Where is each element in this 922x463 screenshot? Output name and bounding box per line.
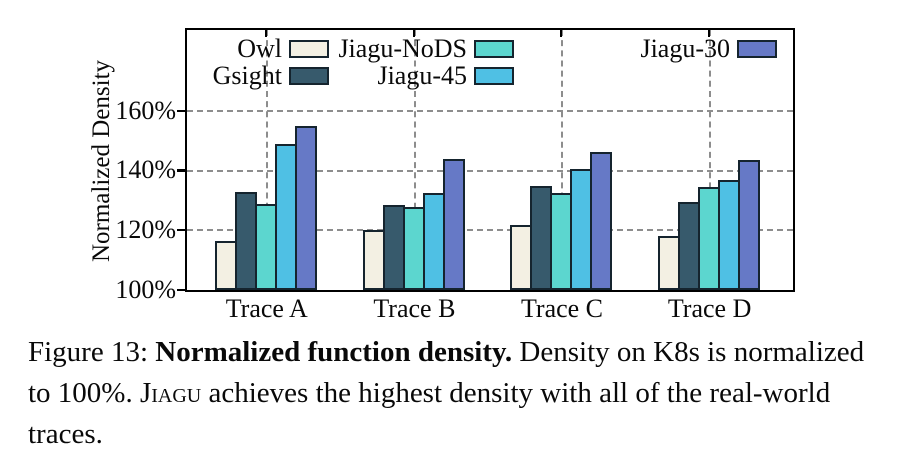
y-tick-label-120: 120% [115,214,176,244]
caption-bold-title: Normalized function density. [155,336,513,368]
gridline-trace-d [709,30,712,290]
bar-owl-trace-d [658,236,681,290]
legend-label-owl: Owl [237,34,282,63]
bar-gsight-trace-b [382,205,405,290]
legend-label-jiagu-nods: Jiagu-NoDS [338,34,467,63]
gridline-140 [187,169,793,172]
bar-jiagu-45-trace-b [422,193,445,290]
y-tick-label-100: 100% [115,274,176,304]
caption-text-suffix: achieves the highest density with all of… [28,377,831,450]
caption-figure-label: Figure 13: [28,336,156,368]
y-tick-mark-160 [177,109,185,113]
bar-jiagu-30-trace-b [442,159,465,290]
bar-gsight-trace-c [530,186,553,290]
gridline-trace-a [266,30,269,290]
caption-jiagu-smallcaps: Jiagu [139,377,202,409]
bar-jiagu-30-trace-d [738,160,761,290]
gridline-trace-b [413,30,416,290]
bar-jiagu-45-trace-a [275,144,298,290]
gridline-160 [187,110,793,113]
y-tick-label-140: 140% [115,155,176,185]
legend-label-jiagu-45: Jiagu-45 [377,61,467,90]
gridline-trace-c [561,30,564,290]
bar-jiagu-nods-trace-a [255,204,278,290]
y-tick-mark-100 [177,288,185,291]
bar-jiagu-nods-trace-c [550,193,573,290]
bar-group-trace-c [510,152,613,290]
bar-jiagu-30-trace-c [590,152,613,290]
bar-owl-trace-b [362,230,385,290]
legend-swatch-owl [289,40,329,58]
bar-jiagu-nods-trace-b [402,207,425,290]
legend-item-jiagu-45: Jiagu-45 [327,62,514,90]
tick-top-trace-d [708,30,711,37]
legend-item-gsight: Gsight [187,62,329,90]
legend-swatch-jiagu-30 [737,40,777,58]
figure-caption: Figure 13: Normalized function density. … [28,332,890,455]
plot-area: Owl Jiagu-NoDS Jiagu-30 Gsight Jiagu-45 [185,28,795,292]
gridline-120 [187,229,793,232]
tick-top-trace-c [560,30,563,37]
caption-text-middle: Density on K8s is normalized to 100%. [28,336,865,409]
legend-swatch-jiagu-nods [474,40,514,58]
bar-gsight-trace-d [678,202,701,290]
tick-top-trace-a [265,30,268,37]
x-tick-label-trace-a: Trace A [225,294,308,323]
x-tick-label-trace-d: Trace D [667,294,752,323]
legend-label-gsight: Gsight [212,61,282,90]
normalized-density-bar-chart: Normalized Density 100% 120% 140% 160% Owl J… [88,28,795,323]
y-tick-mark-120 [177,228,185,232]
bar-group-trace-a [215,126,318,290]
legend-label-jiagu-30: Jiagu-30 [640,34,730,63]
legend-item-owl: Owl [187,35,329,63]
x-tick-label-trace-b: Trace B [373,294,456,323]
legend-item-jiagu-nods: Jiagu-NoDS [327,35,514,63]
bar-owl-trace-a [215,241,238,290]
legend-swatch-jiagu-45 [474,67,514,85]
y-tick-label-160: 160% [115,95,176,125]
tick-top-trace-b [412,30,415,37]
x-tick-label-trace-c: Trace C [520,294,604,323]
bar-owl-trace-c [510,225,533,290]
bar-group-trace-b [362,159,465,290]
bar-jiagu-45-trace-c [570,169,593,290]
bar-gsight-trace-a [235,192,258,290]
bar-jiagu-45-trace-d [718,180,741,290]
y-tick-mark-140 [177,169,185,172]
bar-group-trace-d [658,160,761,290]
bar-jiagu-30-trace-a [295,126,318,290]
legend-swatch-gsight [289,67,329,85]
legend-item-jiagu-30: Jiagu-30 [539,35,777,63]
bar-jiagu-nods-trace-d [698,187,721,290]
